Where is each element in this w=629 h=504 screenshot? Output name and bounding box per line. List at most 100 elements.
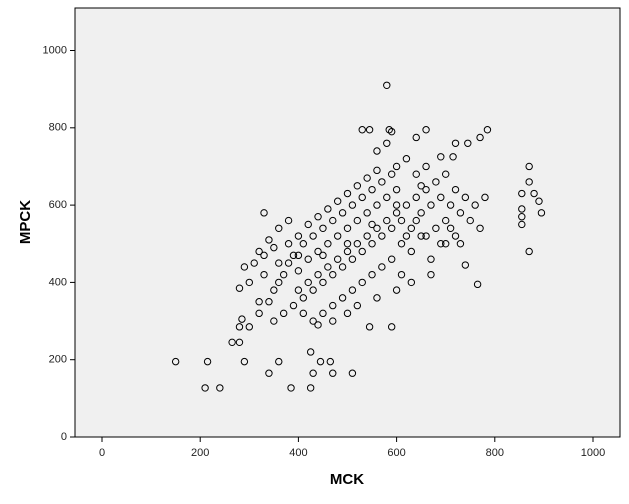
x-axis-title: MCK — [330, 471, 364, 488]
point — [201, 384, 209, 392]
point — [363, 209, 371, 217]
point — [333, 197, 342, 205]
point — [284, 240, 293, 248]
point — [304, 278, 312, 287]
point — [348, 255, 357, 263]
point — [314, 247, 322, 256]
point — [422, 162, 430, 171]
point — [402, 232, 411, 240]
point — [412, 193, 420, 202]
point — [294, 251, 303, 260]
point — [279, 270, 288, 279]
point — [417, 232, 425, 240]
point — [412, 216, 420, 225]
point — [373, 224, 381, 232]
point — [228, 338, 236, 347]
point — [260, 251, 268, 260]
point — [270, 286, 278, 294]
point — [476, 133, 484, 142]
point — [284, 259, 293, 267]
point — [279, 309, 288, 318]
point — [432, 178, 440, 186]
point — [483, 126, 492, 134]
point — [314, 270, 322, 279]
point — [289, 251, 298, 260]
point — [255, 309, 263, 318]
point — [537, 209, 546, 217]
point — [294, 286, 303, 294]
point — [319, 251, 327, 260]
point — [427, 201, 435, 209]
point — [464, 139, 472, 147]
point — [309, 232, 317, 240]
point — [461, 261, 470, 269]
point — [309, 369, 317, 377]
point — [392, 185, 401, 194]
point — [353, 240, 362, 248]
point — [275, 224, 283, 232]
point — [422, 185, 430, 194]
point — [518, 213, 526, 221]
point — [358, 247, 366, 256]
y-axis-title: MPCK — [17, 200, 34, 244]
point — [392, 162, 401, 171]
point — [216, 384, 224, 392]
point — [422, 232, 430, 240]
point — [235, 323, 244, 331]
point — [324, 205, 332, 213]
point — [473, 280, 482, 289]
point — [348, 286, 357, 294]
point — [289, 301, 298, 310]
point — [373, 147, 381, 155]
point — [476, 224, 484, 232]
x-tick-label: 600 — [387, 447, 405, 459]
point — [383, 81, 391, 89]
point — [260, 270, 268, 279]
point — [518, 205, 526, 213]
point — [314, 213, 322, 221]
point — [333, 255, 342, 263]
x-tick-label: 200 — [191, 447, 209, 459]
point — [358, 126, 366, 134]
point — [287, 384, 295, 392]
point — [525, 162, 533, 171]
point — [432, 224, 440, 232]
point — [392, 286, 401, 294]
point — [333, 232, 342, 240]
point — [385, 126, 393, 134]
point — [365, 126, 374, 134]
point — [326, 357, 335, 366]
point — [368, 270, 376, 279]
point — [304, 220, 312, 229]
point — [270, 317, 278, 325]
x-tick-label: 400 — [289, 447, 307, 459]
point — [427, 255, 435, 263]
point — [373, 166, 381, 175]
y-tick-label: 1000 — [43, 44, 67, 56]
point — [338, 294, 347, 302]
point — [343, 247, 352, 256]
point — [392, 201, 401, 209]
point — [238, 315, 246, 323]
plot-area — [74, 7, 621, 438]
point — [518, 220, 526, 229]
point — [437, 153, 445, 161]
point — [294, 232, 303, 240]
point — [378, 263, 386, 271]
point — [397, 270, 406, 279]
point — [348, 369, 357, 377]
point — [260, 209, 268, 217]
point — [373, 294, 381, 302]
point — [387, 224, 396, 232]
point — [324, 240, 332, 248]
point — [270, 243, 278, 252]
point — [518, 189, 526, 198]
point — [250, 259, 258, 267]
point — [383, 139, 391, 147]
point — [471, 201, 479, 209]
point — [343, 240, 352, 248]
point — [402, 201, 411, 209]
point — [441, 216, 450, 225]
point — [368, 185, 376, 194]
point — [275, 357, 283, 366]
